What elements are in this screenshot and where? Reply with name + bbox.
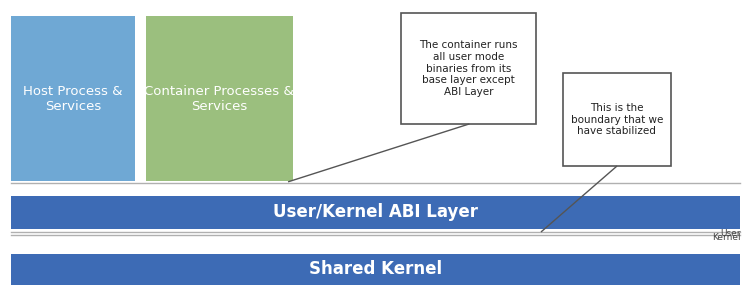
Bar — [146, 16, 292, 181]
Bar — [11, 16, 135, 181]
Text: The container runs
all user mode
binaries from its
base layer except
ABI Layer: The container runs all user mode binarie… — [419, 40, 518, 97]
Bar — [11, 254, 740, 285]
Text: Shared Kernel: Shared Kernel — [309, 260, 442, 278]
Text: User/Kernel ABI Layer: User/Kernel ABI Layer — [273, 204, 478, 221]
Text: This is the
boundary that we
have stabilized: This is the boundary that we have stabil… — [571, 103, 663, 136]
Text: Kernel: Kernel — [712, 233, 741, 241]
Text: User: User — [721, 229, 741, 237]
Bar — [562, 73, 671, 166]
Text: Container Processes &
Services: Container Processes & Services — [145, 85, 294, 112]
Bar — [11, 196, 740, 229]
Text: Host Process &
Services: Host Process & Services — [23, 85, 123, 112]
Bar — [401, 13, 536, 124]
